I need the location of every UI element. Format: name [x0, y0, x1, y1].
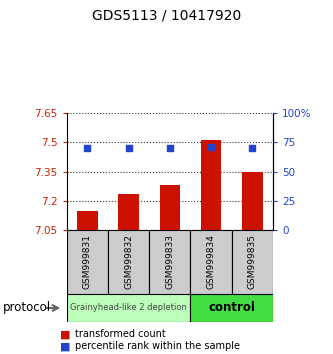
Text: transformed count: transformed count	[75, 329, 166, 339]
Text: protocol: protocol	[3, 302, 52, 314]
Bar	[242, 172, 263, 230]
Text: GSM999834: GSM999834	[206, 234, 216, 290]
Point	[126, 145, 131, 151]
Text: ■: ■	[60, 341, 71, 351]
Bar	[77, 211, 98, 230]
Text: GDS5113 / 10417920: GDS5113 / 10417920	[92, 9, 241, 23]
Text: percentile rank within the sample: percentile rank within the sample	[75, 341, 240, 351]
Text: GSM999831: GSM999831	[83, 234, 92, 290]
Text: Grainyhead-like 2 depletion: Grainyhead-like 2 depletion	[70, 303, 187, 313]
Bar	[190, 294, 273, 322]
Bar	[108, 230, 149, 294]
Bar	[67, 294, 190, 322]
Text: GSM999833: GSM999833	[165, 234, 174, 290]
Bar	[190, 230, 232, 294]
Bar	[67, 230, 108, 294]
Text: GSM999835: GSM999835	[248, 234, 257, 290]
Text: GSM999832: GSM999832	[124, 234, 133, 290]
Bar	[232, 230, 273, 294]
Bar	[160, 185, 180, 230]
Point	[167, 145, 172, 151]
Point	[85, 145, 90, 151]
Bar	[118, 194, 139, 230]
Bar	[149, 230, 190, 294]
Text: control: control	[208, 302, 255, 314]
Point	[208, 144, 214, 150]
Bar	[201, 139, 221, 230]
Point	[250, 145, 255, 151]
Text: ■: ■	[60, 329, 71, 339]
